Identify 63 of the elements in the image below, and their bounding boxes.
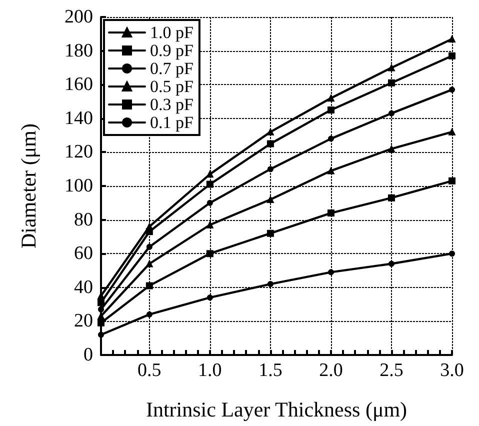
legend-label: 1.0 pF <box>150 23 194 42</box>
point <box>146 311 152 318</box>
point <box>388 145 395 152</box>
y-tick-label: 120 <box>64 142 93 163</box>
y-tick-label: 20 <box>74 310 93 332</box>
point <box>449 86 455 93</box>
point <box>206 250 214 258</box>
x-tick-label: 2.5 <box>380 360 404 381</box>
text: 0.5 <box>138 360 162 381</box>
point <box>206 170 214 178</box>
point <box>206 200 213 206</box>
y-tick-label: 140 <box>64 108 93 129</box>
point <box>388 260 394 267</box>
point <box>327 167 334 174</box>
point <box>206 221 214 228</box>
point <box>206 294 213 301</box>
point <box>266 230 274 237</box>
point <box>327 106 334 114</box>
x-tick-label: 2.0 <box>319 360 343 381</box>
point <box>98 332 104 338</box>
point <box>388 79 395 86</box>
point <box>146 244 152 250</box>
point <box>388 110 394 116</box>
y-axis-title: Diameter (μm) <box>16 124 40 248</box>
legend-label: 0.7 pF <box>150 59 194 78</box>
point <box>98 306 104 312</box>
y-tick-label: 40 <box>74 276 93 298</box>
point <box>267 166 274 172</box>
y-tick-label: 0 <box>84 344 93 366</box>
point <box>146 260 153 268</box>
point <box>448 177 456 184</box>
point <box>328 136 334 142</box>
legend-label: 0.9 pF <box>150 41 194 60</box>
y-tick-label: 80 <box>74 209 93 230</box>
y-tick-label: 180 <box>64 40 93 62</box>
legend-label: 0.5 pF <box>150 77 194 96</box>
y-tick-label: 160 <box>64 74 93 96</box>
point <box>267 281 274 288</box>
x-tick-label: 3.0 <box>440 360 464 381</box>
y-tick-label: 60 <box>74 243 93 264</box>
point <box>328 269 334 276</box>
legend-label: 0.3 pF <box>150 95 194 114</box>
point <box>448 128 456 136</box>
point <box>98 299 104 306</box>
legend-label: 0.1 pF <box>150 113 194 132</box>
point <box>327 94 334 102</box>
point <box>146 228 153 236</box>
point <box>327 210 334 217</box>
point <box>206 180 214 188</box>
point <box>266 140 274 148</box>
point <box>388 194 395 202</box>
point <box>146 282 153 290</box>
point <box>266 196 274 204</box>
x-tick-label: 1.0 <box>198 360 222 381</box>
point <box>388 64 395 72</box>
point <box>449 250 455 257</box>
point <box>448 35 456 42</box>
x-tick-label: 1.5 <box>258 360 282 381</box>
x-axis-title: Intrinsic Layer Thickness (μm) <box>146 398 408 422</box>
y-tick-label: 200 <box>64 6 93 28</box>
point <box>266 128 274 136</box>
y-tick-label: 100 <box>64 176 93 196</box>
point <box>448 52 456 60</box>
